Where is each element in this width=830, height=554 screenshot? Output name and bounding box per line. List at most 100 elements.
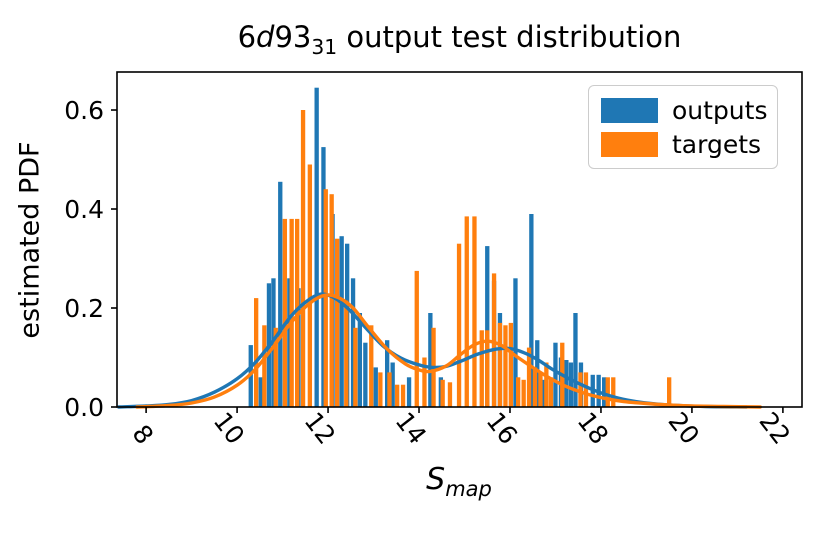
hist-bar-targets (497, 322, 503, 407)
hist-bar-targets (440, 379, 445, 407)
hist-bar-outputs (278, 181, 283, 407)
hist-bar-targets (369, 325, 374, 407)
y-tick-label: 0.4 (64, 195, 104, 224)
x-tick-label: 16 (481, 407, 523, 450)
hist-bar-outputs (564, 360, 569, 407)
hist-bar-targets (323, 189, 328, 407)
hist-bar-outputs (568, 362, 574, 407)
y-tick-label: 0.0 (64, 393, 104, 422)
hist-bar-outputs (373, 367, 378, 407)
hist-bar-outputs (535, 340, 540, 407)
x-axis-ticks: 8 10 12 14 16 18 20 22 (127, 407, 796, 450)
hist-bar-targets (422, 357, 427, 407)
hist-bar-outputs (529, 214, 534, 407)
hist-bar-outputs (385, 340, 390, 407)
hist-bar-outputs (485, 246, 490, 407)
x-tick-label: 22 (754, 407, 796, 450)
x-label-subscript: map (445, 477, 492, 501)
x-tick-label: 8 (127, 419, 160, 449)
legend: outputs targets (588, 85, 778, 169)
hist-bar-targets (307, 164, 313, 407)
hist-bar-targets (329, 194, 334, 407)
hist-bar-targets (544, 362, 549, 407)
hist-bar-outputs (553, 342, 558, 407)
y-tick-label: 0.6 (64, 96, 104, 125)
hist-bar-targets (353, 327, 358, 407)
hist-bar-outputs (513, 278, 518, 407)
y-tick-label: 0.2 (64, 294, 104, 323)
plot-spines (116, 71, 803, 408)
hist-bar-targets (583, 372, 589, 407)
hist-bar-targets (503, 325, 508, 407)
hist-bar-targets (344, 300, 349, 407)
hist-bar-outputs (350, 278, 356, 407)
hist-bar-targets (387, 372, 392, 407)
hist-bar-targets (548, 377, 554, 407)
x-tick-label: 10 (208, 407, 250, 450)
legend-item-targets: targets (601, 129, 765, 159)
hist-bar-outputs (541, 379, 547, 407)
title-subscript: 31 (311, 34, 338, 59)
hist-bar-targets (400, 384, 406, 407)
hist-bar-outputs (339, 236, 344, 407)
title-prefix: 6 (237, 20, 257, 54)
hist-bar-targets (516, 377, 521, 407)
legend-label-outputs: outputs (672, 95, 768, 125)
hist-bar-targets (479, 330, 484, 407)
hist-bar-outputs (390, 362, 395, 407)
legend-label-targets: targets (672, 129, 762, 159)
y-axis-ticks: 0.0 0.2 0.4 0.6 (64, 96, 117, 422)
hist-bar-targets (414, 270, 419, 407)
hist-bar-targets (395, 384, 400, 407)
hist-bar-targets (526, 347, 532, 407)
kde-curve-outputs (117, 292, 749, 409)
hist-bar-targets (300, 110, 306, 407)
hist-bar-targets (667, 377, 672, 407)
hist-bar-targets (491, 273, 497, 407)
x-tick-label: 18 (572, 407, 614, 450)
title-italic-d: d (256, 20, 275, 54)
hist-bar-outputs (314, 87, 319, 407)
title-rest: output test distribution (337, 20, 682, 54)
hist-bar-targets (578, 372, 583, 407)
hist-bar-targets (447, 382, 453, 407)
hist-bar-targets (378, 372, 383, 407)
hist-bar-outputs (258, 377, 263, 407)
kde-curve-targets (135, 293, 762, 409)
hist-bar-targets (472, 216, 477, 407)
hist-bar-targets (273, 327, 278, 407)
hist-bar-outputs (363, 342, 368, 407)
x-tick-label: 14 (390, 407, 432, 450)
hist-bar-targets (508, 322, 514, 407)
hist-bar-targets (485, 330, 490, 407)
hist-bar-targets (254, 298, 259, 407)
targets-swatch-icon (601, 131, 658, 157)
hist-bar-targets (262, 325, 267, 407)
hist-bar-outputs (321, 147, 326, 407)
outputs-swatch-icon (601, 97, 658, 123)
hist-bar-outputs (428, 313, 433, 407)
hist-bar-targets (605, 377, 610, 407)
hist-bar-targets (538, 372, 543, 407)
title-mid: 93 (274, 20, 312, 54)
hist-bar-targets (521, 379, 526, 407)
x-tick-label: 12 (299, 407, 341, 450)
hist-bar-outputs (406, 377, 412, 407)
hist-bar-outputs (602, 377, 607, 407)
legend-item-outputs: outputs (601, 95, 768, 125)
hist-bar-targets (611, 377, 616, 407)
hist-bar-targets (464, 216, 469, 407)
x-axis-label: Smap (426, 462, 492, 501)
hist-bar-outputs (287, 278, 292, 407)
hist-bar-targets (532, 367, 538, 407)
x-label-base: S (426, 462, 446, 497)
hist-bar-targets (335, 238, 340, 407)
x-tick-label: 20 (663, 407, 705, 450)
chart-title: 6d9331 output test distribution (117, 20, 802, 59)
hist-bar-outputs (573, 313, 578, 407)
hist-bar-outputs (357, 313, 363, 407)
hist-bar-targets (456, 243, 462, 407)
hist-bar-targets (282, 218, 288, 407)
